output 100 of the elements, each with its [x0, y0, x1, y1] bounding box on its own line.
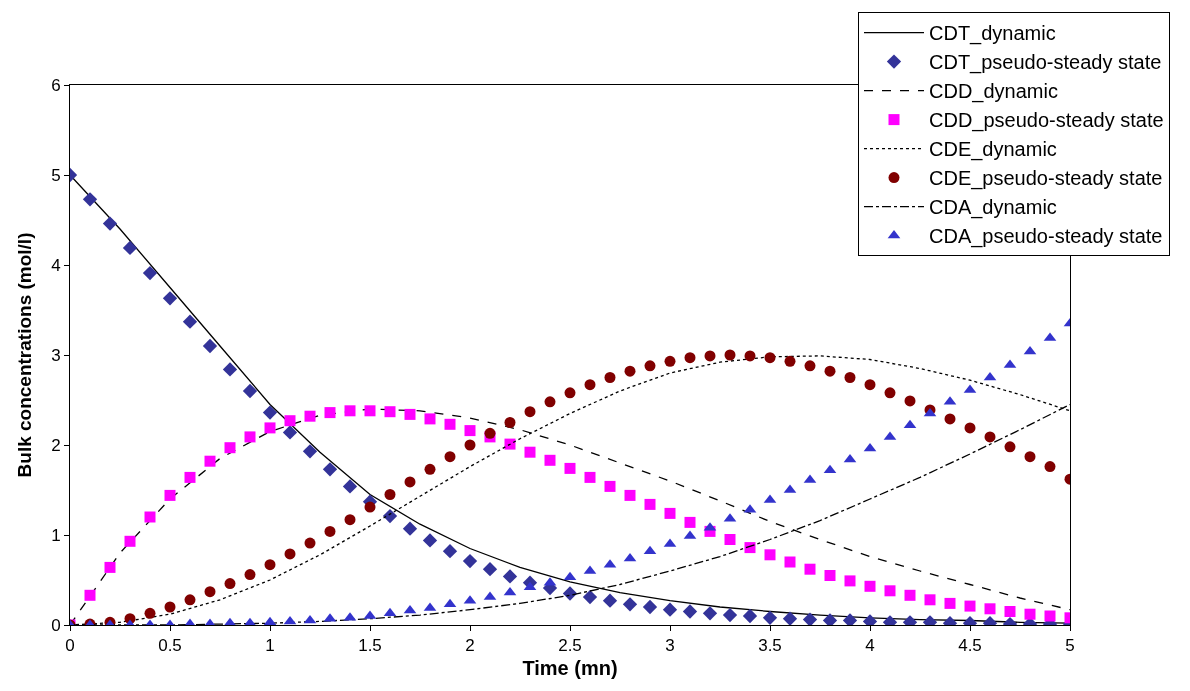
point: [404, 408, 416, 420]
point: [284, 415, 296, 427]
point: [324, 407, 336, 419]
point: [304, 537, 316, 549]
point: [184, 594, 196, 606]
point: [564, 462, 576, 474]
y-tick-label: 2: [51, 435, 61, 455]
point: [802, 612, 818, 625]
point: [184, 471, 196, 483]
point: [344, 405, 356, 417]
point: [482, 562, 498, 577]
point: [364, 405, 376, 417]
point: [182, 314, 198, 329]
point: [322, 462, 338, 477]
point: [764, 352, 776, 364]
point: [244, 569, 256, 581]
point: [404, 476, 416, 488]
point: [782, 611, 798, 625]
point: [824, 365, 836, 377]
point: [224, 578, 236, 590]
point: [624, 365, 636, 377]
x-tick-label: 1: [265, 636, 275, 656]
point: [664, 507, 676, 519]
point: [684, 352, 696, 364]
point: [82, 192, 98, 207]
point: [282, 425, 298, 440]
point: [342, 479, 358, 494]
legend-label: CDE_pseudo-steady state: [929, 167, 1163, 191]
y-tick-label: 3: [51, 345, 61, 365]
point: [722, 607, 738, 623]
legend-label: CDD_pseudo-steady state: [929, 109, 1164, 133]
point: [564, 387, 576, 399]
point: [822, 613, 838, 625]
point: [264, 559, 276, 571]
point: [502, 569, 518, 584]
x-tick-label: 0: [65, 636, 75, 656]
point: [264, 422, 276, 434]
point: [284, 548, 296, 560]
point: [1004, 606, 1016, 617]
point: [242, 383, 258, 399]
point: [1024, 608, 1036, 620]
point: [642, 599, 658, 615]
point: [544, 396, 556, 408]
point: [244, 431, 256, 443]
point: [604, 372, 616, 383]
point: [222, 362, 238, 377]
point: [444, 451, 456, 463]
point: [424, 413, 436, 425]
point: [1044, 610, 1056, 622]
point: [662, 602, 678, 617]
x-tick-label: 0.5: [158, 636, 182, 656]
point: [544, 454, 556, 466]
point: [742, 608, 758, 624]
point: [464, 425, 476, 437]
y-axis-title: Bulk concentrations (mol/l): [13, 232, 35, 478]
point: [622, 597, 638, 612]
point: [582, 589, 598, 605]
point: [202, 338, 218, 354]
legend-label: CDA_pseudo-steady state: [929, 225, 1163, 249]
point: [382, 508, 398, 524]
point: [344, 514, 356, 526]
point: [844, 575, 856, 587]
point: [704, 350, 716, 362]
legend-label: CDE_dynamic: [929, 138, 1057, 162]
point: [864, 379, 876, 391]
point: [724, 534, 736, 545]
point: [563, 571, 577, 581]
point: [524, 406, 536, 418]
x-tick-label: 4.5: [958, 636, 982, 656]
point: [144, 607, 156, 619]
point: [744, 350, 756, 362]
y-tick-label: 5: [51, 165, 61, 185]
point: [984, 431, 996, 443]
point: [724, 349, 736, 361]
point: [464, 439, 476, 451]
point: [684, 516, 696, 528]
point: [164, 489, 176, 501]
point: [383, 607, 397, 617]
point: [524, 446, 536, 458]
point: [104, 561, 116, 573]
point: [944, 597, 956, 609]
point: [904, 395, 916, 407]
point: [124, 535, 136, 547]
point: [444, 418, 456, 430]
point: [283, 615, 297, 625]
x-axis-title: Time (mn): [522, 656, 618, 679]
x-tick-label: 4: [865, 636, 875, 656]
point: [804, 563, 816, 575]
point: [484, 427, 496, 439]
point: [884, 387, 896, 399]
x-tick-label: 3.5: [758, 636, 782, 656]
point: [224, 442, 236, 454]
y-tick-label: 4: [51, 255, 61, 275]
point: [944, 413, 956, 425]
point: [784, 556, 796, 568]
point: [1004, 441, 1016, 453]
point: [984, 603, 996, 615]
point: [204, 455, 216, 467]
legend-label: CDD_dynamic: [929, 80, 1058, 104]
x-tick-label: 1.5: [358, 636, 382, 656]
